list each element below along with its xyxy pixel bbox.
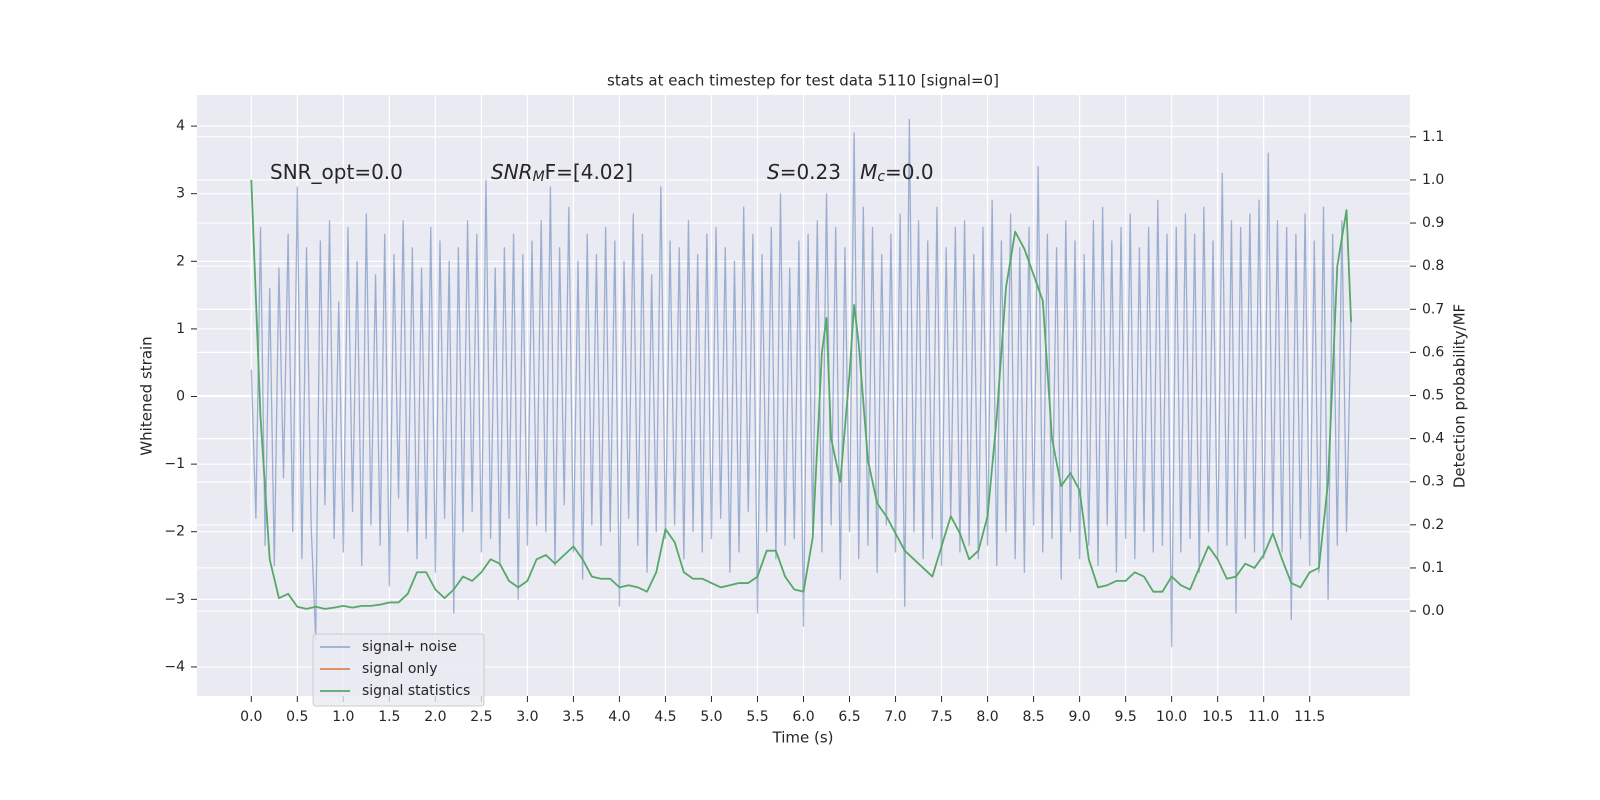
y2-tick-label: 0.9 bbox=[1422, 215, 1444, 231]
x-tick-label: 2.0 bbox=[424, 709, 446, 725]
y-axis-label: Whitened strain bbox=[138, 336, 156, 455]
x-tick-label: 10.0 bbox=[1156, 709, 1187, 725]
chart-title: stats at each timestep for test data 511… bbox=[607, 72, 999, 90]
y2-tick-label: 0.5 bbox=[1422, 388, 1444, 404]
x-tick-label: 11.5 bbox=[1294, 709, 1325, 725]
y-tick-label: 4 bbox=[176, 118, 185, 134]
x-tick-label: 7.5 bbox=[930, 709, 952, 725]
annotation-part: c bbox=[877, 169, 885, 185]
y2-tick-label: 0.7 bbox=[1422, 301, 1444, 317]
x-tick-label: 3.5 bbox=[562, 709, 584, 725]
y-tick-label: −2 bbox=[164, 524, 185, 540]
y2-tick-label: 0.4 bbox=[1422, 431, 1444, 447]
x-axis-label: Time (s) bbox=[772, 729, 834, 747]
series-line bbox=[250, 179, 1352, 610]
x-tick-label: 0.0 bbox=[240, 709, 262, 725]
x-tick-label: 0.5 bbox=[286, 709, 308, 725]
annotation-part: M bbox=[860, 160, 877, 184]
y2-tick-label: 0.8 bbox=[1422, 258, 1444, 274]
legend-box bbox=[312, 633, 485, 707]
annotation-part: M bbox=[533, 169, 545, 185]
x-tick-label: 4.5 bbox=[654, 709, 676, 725]
x-tick-label: 10.5 bbox=[1202, 709, 1233, 725]
annotation-part: =0.23 bbox=[780, 160, 860, 184]
x-tick-label: 1.5 bbox=[378, 709, 400, 725]
x-tick-label: 1.0 bbox=[332, 709, 354, 725]
y-tick-label: 0 bbox=[176, 389, 185, 405]
annotation-part: F=[4.02] bbox=[545, 160, 633, 184]
y2-tick-label: 0.2 bbox=[1422, 517, 1444, 533]
legend-label: signal+ noise bbox=[362, 639, 457, 655]
y-tick-label: −3 bbox=[164, 591, 185, 607]
y-tick-label: 1 bbox=[176, 321, 185, 337]
series-line bbox=[250, 118, 1352, 648]
x-tick-label: 8.5 bbox=[1022, 709, 1044, 725]
legend-label: signal statistics bbox=[362, 683, 470, 699]
x-tick-label: 5.5 bbox=[746, 709, 768, 725]
x-tick-label: 5.0 bbox=[700, 709, 722, 725]
y2-tick-label: 0.1 bbox=[1422, 560, 1444, 576]
x-tick-label: 6.5 bbox=[838, 709, 860, 725]
x-tick-label: 7.0 bbox=[884, 709, 906, 725]
x-tick-label: 11.0 bbox=[1248, 709, 1279, 725]
y2-tick-label: 1.1 bbox=[1422, 129, 1444, 145]
annotation-part: SNR_opt=0.0 bbox=[270, 160, 403, 184]
annotation-part: SNR bbox=[491, 160, 533, 184]
y-tick-label: −1 bbox=[164, 456, 185, 472]
x-tick-label: 8.0 bbox=[976, 709, 998, 725]
legend-label: signal only bbox=[362, 661, 437, 677]
annotation: S=0.23 Mc=0.0 bbox=[767, 160, 934, 186]
y2-tick-label: 0.3 bbox=[1422, 474, 1444, 490]
annotation: SNRMF=[4.02] bbox=[491, 160, 633, 186]
y-tick-label: −4 bbox=[164, 659, 185, 675]
y-tick-label: 3 bbox=[176, 186, 185, 202]
annotation-part: S bbox=[767, 160, 780, 184]
annotation: SNR_opt=0.0 bbox=[270, 160, 403, 184]
y2-tick-label: 0.0 bbox=[1422, 603, 1444, 619]
y2-tick-label: 0.6 bbox=[1422, 344, 1444, 360]
x-tick-label: 4.0 bbox=[608, 709, 630, 725]
y-tick-label: 2 bbox=[176, 253, 185, 269]
x-tick-label: 6.0 bbox=[792, 709, 814, 725]
x-tick-label: 9.5 bbox=[1114, 709, 1136, 725]
x-tick-label: 3.0 bbox=[516, 709, 538, 725]
x-tick-label: 9.0 bbox=[1068, 709, 1090, 725]
x-tick-label: 2.5 bbox=[470, 709, 492, 725]
annotation-part: =0.0 bbox=[885, 160, 934, 184]
y2-tick-label: 1.0 bbox=[1422, 172, 1444, 188]
y2-axis-label: Detection probability/MF bbox=[1451, 304, 1469, 488]
